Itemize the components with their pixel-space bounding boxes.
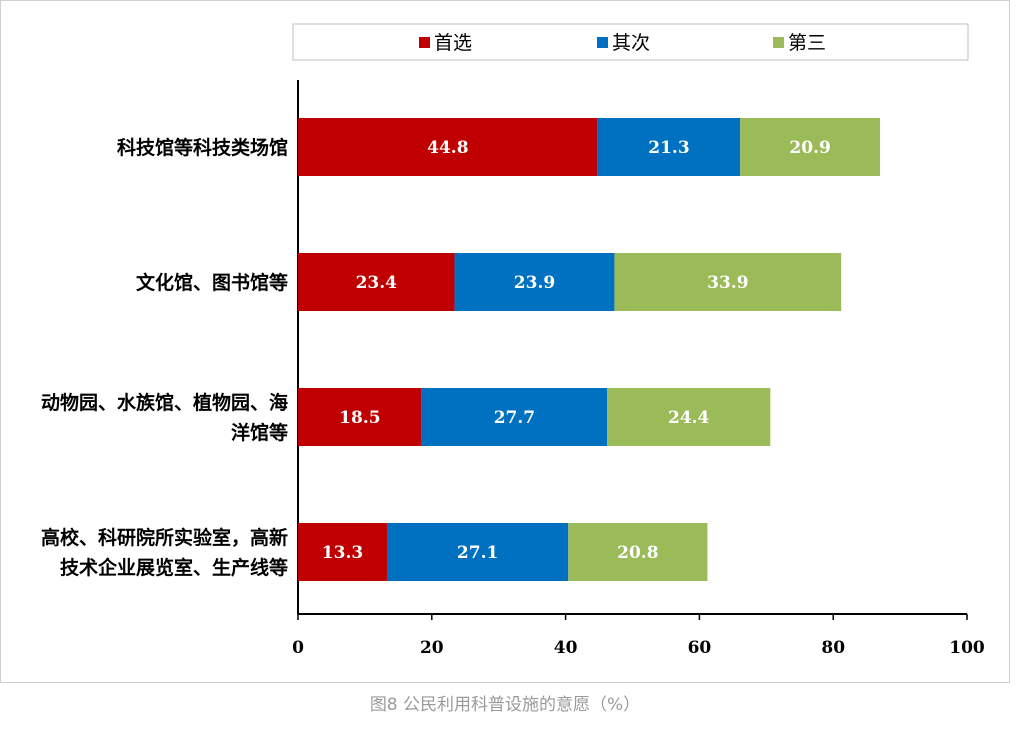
bar-cat2-series1 bbox=[298, 253, 455, 311]
x-axis-ticks: 0 20 40 60 80 100 bbox=[292, 614, 985, 658]
bar-cat2-series3 bbox=[614, 253, 842, 311]
bars: 44.8 21.3 20.9 23.4 23.9 33.9 18.5 27.7 24.4 13.3… bbox=[298, 118, 881, 581]
bar-value-label: 23.9 bbox=[514, 273, 555, 293]
bar-value-label: 33.9 bbox=[707, 273, 748, 293]
bar-cat1-series1 bbox=[298, 118, 598, 176]
bar-cat4-series3 bbox=[568, 523, 708, 581]
bar-cat1-series3 bbox=[740, 118, 881, 176]
x-tick-label-60: 60 bbox=[688, 638, 712, 658]
bar-cat2-series2 bbox=[454, 253, 615, 311]
category-label-2-line-1: 文化馆、图书馆等 bbox=[136, 271, 288, 294]
bar-value-label: 27.7 bbox=[494, 408, 535, 428]
legend-label-1: 首选 bbox=[434, 32, 472, 54]
category-labels: 科技馆等科技类场馆文化馆、图书馆等动物园、水族馆、植物园、海洋馆等高校、科研院所… bbox=[41, 136, 288, 579]
bar-cat3-series2 bbox=[421, 388, 608, 446]
legend-box bbox=[292, 23, 969, 61]
bar-cat4-series2 bbox=[386, 523, 569, 581]
x-tick-label-40: 40 bbox=[554, 638, 578, 658]
stacked-bar-chart: 首选 其次 第三 44.8 21.3 20.9 23.4 23.9 33.9 18.5 27.7 2… bbox=[41, 23, 985, 658]
legend-label-2: 其次 bbox=[612, 32, 650, 54]
bar-value-label: 23.4 bbox=[356, 273, 398, 293]
bar-cat1-series2 bbox=[597, 118, 741, 176]
bar-value-label: 27.1 bbox=[457, 543, 498, 563]
bar-cat3-series3 bbox=[607, 388, 771, 446]
bar-cat4-series1 bbox=[298, 523, 387, 581]
bar-value-label: 24.4 bbox=[668, 408, 710, 428]
bar-value-label: 20.8 bbox=[617, 543, 658, 563]
bar-value-label: 18.5 bbox=[339, 408, 380, 428]
figure-caption: 图8 公民利用科普设施的意愿（%） bbox=[369, 695, 641, 715]
x-tick-label-0: 0 bbox=[292, 638, 304, 658]
category-label-1-line-1: 科技馆等科技类场馆 bbox=[117, 136, 288, 159]
legend-swatch-2 bbox=[597, 37, 608, 48]
legend-label-3: 第三 bbox=[788, 32, 826, 54]
bar-cat3-series1 bbox=[298, 388, 422, 446]
category-label-3-line-1: 动物园、水族馆、植物园、海 bbox=[41, 391, 288, 414]
bar-value-label: 20.9 bbox=[789, 138, 830, 158]
chart-frame: 首选 其次 第三 44.8 21.3 20.9 23.4 23.9 33.9 18.5 27.7 2… bbox=[0, 0, 1010, 683]
category-label-4-line-2: 技术企业展览室、生产线等 bbox=[60, 556, 288, 579]
category-label-3-line-2: 洋馆等 bbox=[231, 421, 288, 444]
x-tick-label-20: 20 bbox=[420, 638, 444, 658]
x-tick-label-100: 100 bbox=[949, 638, 985, 658]
legend-swatch-1 bbox=[419, 37, 430, 48]
x-tick-label-80: 80 bbox=[821, 638, 845, 658]
bar-value-label: 21.3 bbox=[648, 138, 689, 158]
legend-swatch-3 bbox=[773, 37, 784, 48]
bar-value-label: 13.3 bbox=[322, 543, 363, 563]
category-label-4-line-1: 高校、科研院所实验室，高新 bbox=[41, 526, 288, 549]
legend: 首选 其次 第三 bbox=[292, 23, 969, 61]
bar-value-label: 44.8 bbox=[427, 138, 468, 158]
